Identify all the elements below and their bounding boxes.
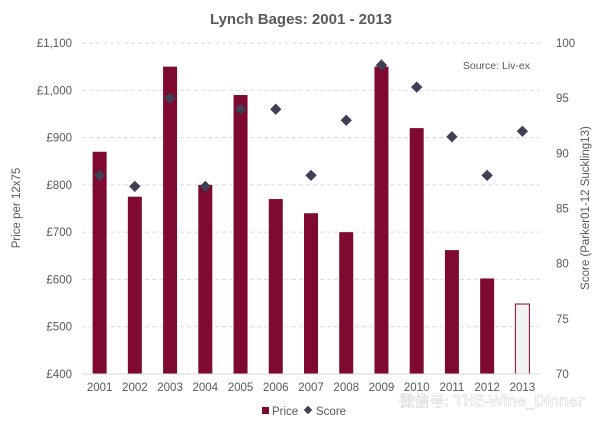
chart-title: Lynch Bages: 2001 - 2013 [210,11,392,28]
y-tick-label: £500 [46,322,72,334]
source-annotation: Source: Liv-ex [463,60,531,72]
x-tick-label: 2006 [263,382,289,394]
watermark-text: 微信号: THE-Wine_Dinner [399,392,584,411]
price-bar [92,151,107,374]
price-bar [339,232,354,374]
price-bar [514,303,530,375]
gridlines [82,42,540,328]
score-point [446,131,458,143]
y2-axis-label: Score (Parker01-12 Suckling13) [580,126,592,290]
x-tick-label: 2008 [333,382,359,394]
x-tick-label: 2011 [440,382,465,394]
y2-tick-label: 80 [556,259,569,271]
y-tick-label: £900 [46,133,72,145]
score-point [411,81,423,93]
price-bar [409,128,424,374]
score-point [129,180,141,193]
y2-tick-label: 95 [556,93,569,105]
legend-price-swatch [262,407,269,414]
price-bar [480,278,495,374]
y-tick-label: £800 [46,180,72,192]
price-bar [127,196,142,374]
y2-tick-label: 70 [556,369,569,381]
score-point [270,103,282,115]
x-tick-label: 2010 [404,382,430,394]
x-tick-label: 2005 [228,382,254,394]
score-point [199,180,211,193]
price-bar [374,66,389,375]
x-tick-label: 2013 [510,382,536,394]
x-axis-ticks: 2001 2002 2003 2004 2005 2006 2007 2008 2009 2010… [87,382,535,394]
score-points [93,59,529,193]
score-point [516,125,529,137]
right-axis-ticks: 70 75 80 85 90 95 100 [556,38,575,381]
score-point [305,169,317,182]
price-bar [233,95,248,374]
y2-tick-label: 75 [556,314,569,326]
price-bar [304,213,318,374]
y2-tick-label: 90 [556,148,569,160]
score-point [340,114,352,126]
price-bar [198,184,213,374]
legend-score-marker [303,405,313,415]
legend-score-label: Score [316,406,346,418]
y-tick-label: £400 [46,369,72,381]
y2-tick-label: 100 [556,38,575,50]
price-bar [163,66,178,375]
legend: Price Score [262,405,346,418]
y-tick-label: £1,000 [37,85,72,97]
y-tick-label: £600 [46,274,72,286]
y2-tick-label: 85 [556,204,569,216]
y-tick-label: £700 [46,227,72,239]
x-tick-label: 2003 [157,382,183,394]
x-tick-label: 2004 [193,382,219,394]
left-axis-ticks: £400 £500 £600 £700 £800 £900 £1,000 £1,100 [37,38,72,381]
price-bar [444,250,459,374]
x-tick-label: 2002 [122,382,148,394]
score-point [481,169,493,182]
y-tick-label: £1,100 [37,38,72,50]
x-tick-label: 2012 [474,382,500,394]
x-tick-label: 2001 [87,382,113,394]
legend-price-label: Price [272,406,298,418]
price-bars [92,66,530,375]
x-tick-label: 2007 [298,382,324,394]
x-tick-label: 2009 [369,382,395,394]
price-bar [268,199,283,374]
y-axis-label: Price per 12x75 [11,168,23,249]
